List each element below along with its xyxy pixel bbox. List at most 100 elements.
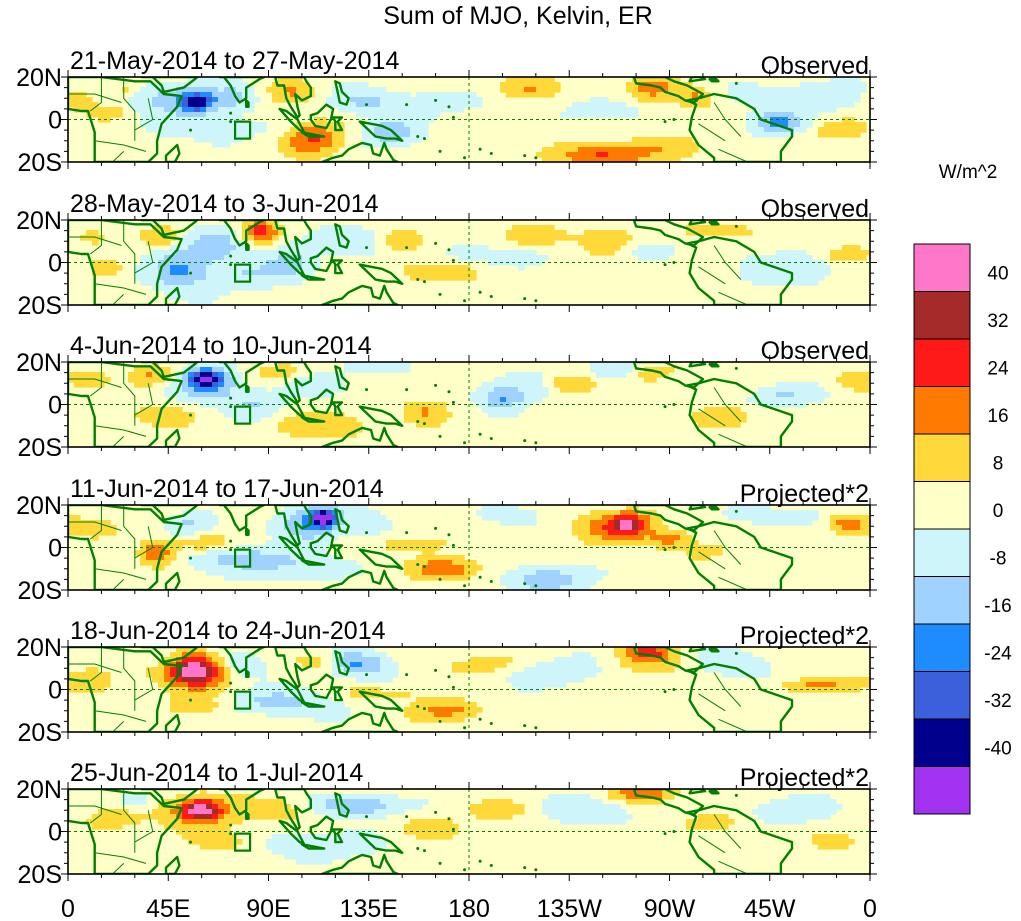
island-dot xyxy=(451,115,455,119)
coastlines xyxy=(68,647,794,732)
border-line xyxy=(89,505,102,540)
coastline xyxy=(300,843,326,850)
reference-box xyxy=(233,548,252,568)
border-line xyxy=(68,236,122,246)
coastline xyxy=(320,711,399,732)
coastline xyxy=(274,220,312,262)
coastline xyxy=(320,284,399,305)
coastline xyxy=(358,120,404,143)
colorbar-units: W/m^2 xyxy=(939,162,998,183)
island-dot xyxy=(229,396,233,400)
island-dot xyxy=(229,539,233,543)
y-tick-label: 20S xyxy=(18,577,62,605)
coastline xyxy=(309,815,335,842)
coastline xyxy=(244,242,250,252)
island-dot xyxy=(438,292,442,296)
colorbar-swatch xyxy=(913,576,971,625)
island-dot xyxy=(672,261,676,264)
panel-date: 18-Jun-2014 to 24-Jun-2014 xyxy=(70,617,386,645)
island-dot xyxy=(229,832,233,836)
colorbar-label: 32 xyxy=(987,311,1008,332)
coastline xyxy=(164,571,181,590)
coastline xyxy=(309,388,335,415)
island-dot xyxy=(663,405,667,409)
coastline xyxy=(334,365,350,391)
island-dot xyxy=(663,263,667,267)
island-dot xyxy=(189,840,193,844)
reference-box xyxy=(233,690,252,710)
coastline xyxy=(68,505,183,590)
border-line xyxy=(698,835,726,854)
island-dot xyxy=(434,383,438,387)
coastline xyxy=(164,713,181,732)
panel-2: 20N 0 20S 28-May-2014 to 3-Jun-2014 Observed xyxy=(16,190,877,320)
island-dot xyxy=(463,441,467,445)
coastline xyxy=(320,426,399,447)
ticks xyxy=(61,213,877,312)
coastline xyxy=(331,259,344,275)
coastline xyxy=(300,274,326,281)
island-dot xyxy=(405,531,409,535)
border-line xyxy=(94,283,147,295)
y-tick-label: 0 xyxy=(48,250,62,278)
y-tick-label: 20S xyxy=(18,434,62,462)
island-dot xyxy=(434,98,438,102)
island-dot xyxy=(463,584,467,588)
island-dot xyxy=(463,868,467,872)
anomaly-field xyxy=(68,505,870,590)
island-dot xyxy=(734,224,738,228)
island-dot xyxy=(189,271,193,275)
y-tick-label: 0 xyxy=(48,107,62,135)
island-dot xyxy=(229,690,233,694)
island-dot xyxy=(489,295,493,298)
coastline xyxy=(300,701,326,708)
coastline xyxy=(274,77,312,119)
colorbar-swatch xyxy=(913,718,971,767)
coastline xyxy=(164,855,181,874)
island-dot xyxy=(672,403,676,406)
border-line xyxy=(112,721,125,732)
x-axis: 0 45E 90E 135E 180 135W 90W 45W 0 xyxy=(61,895,877,921)
coastline xyxy=(334,792,350,818)
coastline xyxy=(309,531,335,558)
x-tick-label: 90E xyxy=(246,895,290,921)
reference-box xyxy=(233,263,252,283)
island-dot xyxy=(663,832,667,836)
colorbar-swatch xyxy=(913,433,971,482)
coastline xyxy=(164,428,181,447)
island-dot xyxy=(478,290,482,294)
border-line xyxy=(123,220,136,284)
island-dot xyxy=(189,698,193,702)
ticks xyxy=(61,355,877,454)
border-line xyxy=(123,789,136,853)
island-dot xyxy=(229,111,233,115)
colorbar-label: -40 xyxy=(984,739,1011,760)
border-line xyxy=(713,102,742,137)
coastlines xyxy=(68,362,794,447)
island-dot xyxy=(365,388,369,392)
island-dots xyxy=(189,224,738,303)
coastline xyxy=(708,77,720,83)
border-line xyxy=(68,663,122,673)
border-line xyxy=(112,151,125,162)
coastline xyxy=(300,131,326,138)
panel-1: 20N 0 20S 21-May-2014 to 27-May-2014 Observe… xyxy=(16,47,877,177)
island-dot xyxy=(451,400,455,404)
colorbar-swatch xyxy=(913,481,971,530)
coastline xyxy=(218,362,266,389)
island-dot xyxy=(463,156,467,160)
panel-date: 25-Jun-2014 to 1-Jul-2014 xyxy=(70,759,363,787)
coastline xyxy=(358,405,404,427)
coastline xyxy=(320,853,399,874)
coastline xyxy=(708,647,720,653)
border-line xyxy=(713,672,742,707)
island-dot xyxy=(438,719,442,723)
border-line xyxy=(112,294,125,305)
border-line xyxy=(718,291,748,305)
panel-status: Observed xyxy=(761,337,869,365)
coastline xyxy=(244,811,250,820)
coastline xyxy=(688,362,707,368)
border-line xyxy=(123,647,136,711)
island-dot xyxy=(365,246,369,250)
colorbar-label: 8 xyxy=(993,454,1004,475)
